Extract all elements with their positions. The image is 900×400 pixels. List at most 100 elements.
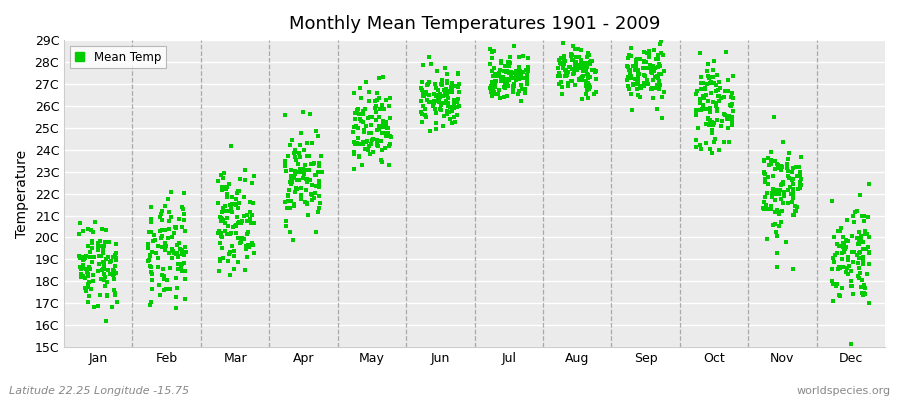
Point (450, 96, 464, 102)
Point (238, 267, 252, 273)
Point (580, 64, 595, 70)
Point (171, 254, 185, 260)
Point (580, 71, 594, 77)
Point (644, 69, 659, 75)
Point (101, 254, 115, 260)
Point (698, 86, 712, 93)
Point (502, 63, 517, 69)
Point (223, 142, 238, 149)
Point (622, 86, 636, 92)
Point (143, 302, 157, 308)
Point (361, 147, 375, 154)
Point (220, 194, 234, 200)
Point (698, 84, 713, 91)
Point (277, 158, 292, 164)
Point (652, 61, 666, 67)
Point (447, 101, 462, 108)
Point (352, 154, 366, 160)
Point (757, 199, 771, 205)
Point (506, 75, 520, 82)
Point (246, 242, 260, 249)
Point (302, 111, 317, 117)
Point (491, 73, 505, 79)
Point (106, 272, 121, 279)
Point (440, 90, 454, 97)
Point (375, 124, 390, 130)
Point (374, 158, 389, 165)
Point (786, 266, 800, 272)
Point (145, 286, 159, 292)
Point (416, 103, 430, 110)
Point (167, 224, 182, 231)
Point (303, 190, 318, 197)
Point (307, 160, 321, 166)
Point (175, 261, 189, 268)
Point (83, 254, 97, 260)
Point (287, 148, 302, 155)
Point (770, 161, 785, 168)
Point (366, 136, 381, 142)
Point (218, 203, 232, 209)
Point (706, 80, 721, 86)
Point (101, 267, 115, 274)
Point (310, 133, 325, 140)
Point (223, 272, 238, 279)
Point (428, 120, 443, 126)
Point (444, 84, 458, 90)
Point (214, 230, 229, 236)
Point (647, 74, 662, 81)
Point (707, 139, 722, 145)
Point (725, 108, 740, 114)
Point (356, 111, 370, 118)
Point (285, 237, 300, 244)
Point (353, 116, 367, 123)
Point (840, 217, 854, 224)
Point (360, 138, 374, 144)
Point (709, 103, 724, 110)
Point (573, 64, 588, 71)
Point (558, 73, 572, 79)
Point (230, 196, 244, 202)
Point (346, 124, 361, 130)
Point (287, 203, 302, 209)
Point (494, 78, 508, 84)
Point (572, 76, 587, 82)
Point (175, 250, 189, 257)
Point (352, 153, 366, 159)
Point (848, 208, 862, 215)
Point (221, 180, 236, 187)
Point (95, 226, 110, 232)
Point (856, 239, 870, 246)
Point (346, 166, 361, 172)
Point (839, 237, 853, 244)
Point (716, 110, 731, 117)
Point (356, 128, 371, 135)
Point (293, 185, 308, 192)
Point (501, 59, 516, 66)
Point (580, 72, 595, 78)
Point (774, 182, 788, 188)
Point (519, 66, 534, 73)
Point (770, 187, 784, 193)
Point (631, 92, 645, 98)
Point (625, 107, 639, 114)
Point (491, 70, 506, 76)
Point (835, 285, 850, 292)
Point (243, 217, 257, 223)
Point (91, 239, 105, 246)
Point (491, 91, 505, 97)
Point (503, 60, 517, 66)
Point (431, 96, 446, 103)
Point (861, 244, 876, 250)
Point (175, 261, 189, 267)
Point (703, 74, 717, 80)
Point (706, 66, 720, 73)
Point (563, 53, 578, 59)
Point (862, 248, 877, 255)
Point (151, 264, 166, 270)
Point (238, 167, 253, 174)
Point (850, 252, 864, 258)
Point (247, 220, 261, 226)
Point (644, 86, 659, 93)
Point (379, 130, 393, 137)
